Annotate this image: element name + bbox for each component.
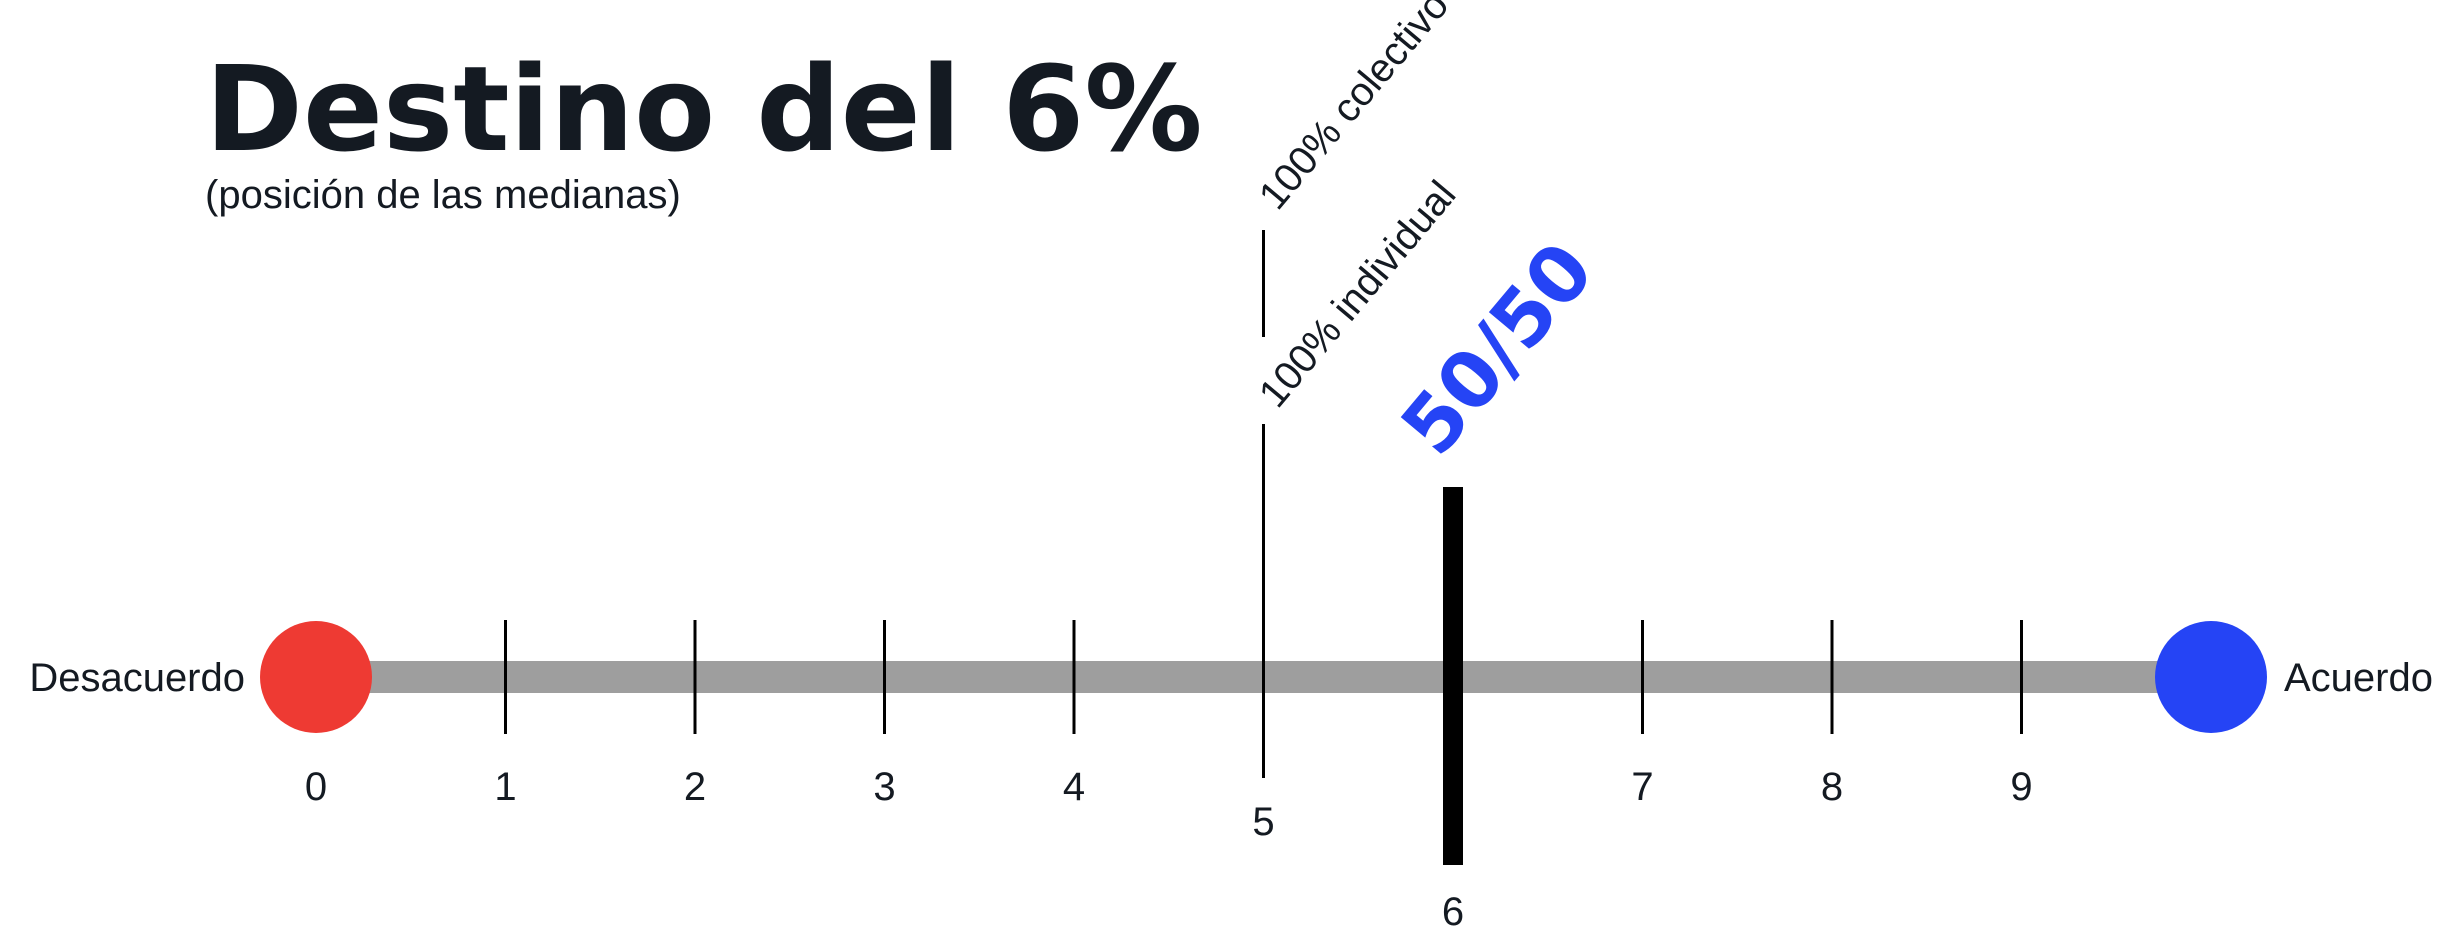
tick-label-4: 4 [1063, 765, 1085, 809]
tick-labels: 0 1 2 3 4 5 6 7 8 9 [305, 765, 2033, 926]
tick-label-1: 1 [494, 765, 516, 809]
right-end-label: Acuerdo [2284, 656, 2433, 700]
right-end-dot [2155, 621, 2267, 733]
tick-label-6: 6 [1442, 890, 1464, 926]
chart-title: Destino del 6% [205, 40, 1203, 178]
median-value-label: 50/50 [1385, 226, 1612, 472]
median-bar [1443, 487, 1463, 865]
chart-subtitle: (posición de las medianas) [205, 173, 681, 217]
left-end-label: Desacuerdo [29, 656, 245, 700]
tick-label-8: 8 [1821, 765, 1843, 809]
tick-label-9: 9 [2010, 765, 2032, 809]
tick-label-7: 7 [1631, 765, 1653, 809]
tick-label-2: 2 [684, 765, 706, 809]
tick-marks [504, 620, 2023, 734]
left-end-dot [260, 621, 372, 733]
tick-label-3: 3 [873, 765, 895, 809]
tick-label-0: 0 [305, 765, 327, 809]
tick-label-5: 5 [1252, 800, 1274, 844]
